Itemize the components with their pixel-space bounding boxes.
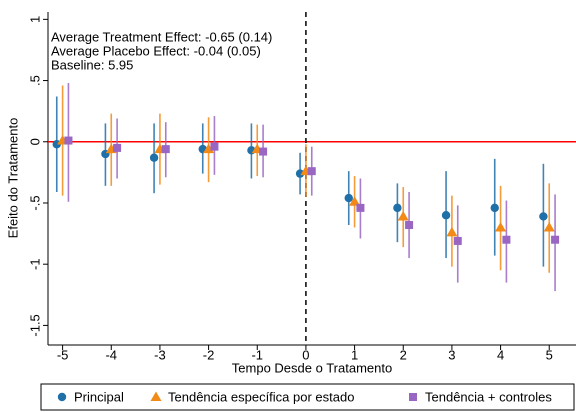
- x-tick-label: -4: [105, 347, 117, 362]
- x-tick-label: 4: [497, 347, 504, 362]
- point: [210, 142, 219, 151]
- point: [490, 203, 499, 213]
- point: [203, 143, 215, 154]
- legend-label: Tendência + controles: [425, 389, 552, 404]
- point: [441, 211, 451, 220]
- x-tick-label: -5: [57, 347, 69, 362]
- point: [64, 136, 73, 145]
- annotation: Average Placebo Effect: -0.04 (0.05): [51, 43, 261, 58]
- point: [149, 153, 159, 162]
- x-tick-label: 2: [400, 347, 407, 362]
- y-tick-label: -1.5: [27, 314, 42, 336]
- annotation: Average Treatment Effect: -0.65 (0.14): [51, 29, 272, 44]
- x-tick-label: 0: [302, 347, 309, 362]
- legend-marker: [57, 392, 67, 402]
- point: [446, 226, 458, 237]
- point: [113, 143, 122, 152]
- y-tick-label: -1: [27, 258, 42, 270]
- legend-marker: [409, 393, 417, 401]
- point: [161, 145, 170, 154]
- point: [393, 203, 402, 213]
- legend-label: Tendência específica por estado: [168, 389, 354, 404]
- x-tick-label: 5: [546, 347, 553, 362]
- point: [295, 169, 305, 178]
- legend-marker: [150, 391, 162, 401]
- x-tick-label: -3: [154, 347, 166, 362]
- y-tick-label: -.5: [27, 195, 42, 210]
- x-tick-label: 3: [448, 347, 455, 362]
- y-tick-label: 0: [27, 138, 42, 145]
- point: [539, 212, 548, 221]
- annotation: Baseline: 5.95: [51, 57, 133, 72]
- point: [405, 221, 414, 230]
- legend-box: [40, 383, 575, 411]
- point: [349, 196, 361, 206]
- y-axis-label: Efeito do Tratamento: [5, 118, 20, 239]
- point: [344, 193, 353, 203]
- y-tick-label: 1: [27, 16, 42, 23]
- point: [397, 210, 409, 221]
- point: [543, 221, 555, 232]
- point: [259, 147, 268, 156]
- x-tick-label: -2: [203, 347, 215, 362]
- point: [502, 235, 511, 244]
- legend-label: Principal: [74, 389, 124, 404]
- x-axis-label: Tempo Desde o Tratamento: [232, 360, 392, 375]
- x-tick-label: 1: [351, 347, 358, 362]
- y-tick-label: .5: [27, 75, 42, 86]
- x-tick-label: -1: [251, 347, 263, 362]
- point: [356, 203, 365, 212]
- point: [495, 221, 507, 232]
- point: [551, 235, 560, 244]
- point: [307, 167, 316, 176]
- point: [453, 236, 462, 245]
